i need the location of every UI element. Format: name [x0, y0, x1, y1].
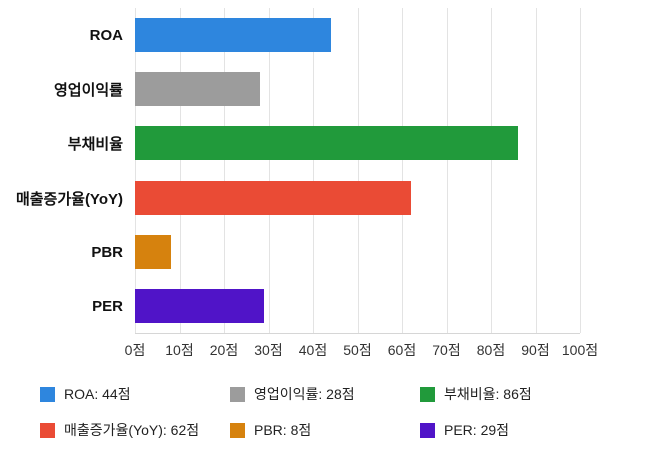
x-tick-label: 20점 [209, 342, 239, 358]
legend-swatch [420, 386, 435, 402]
gridline [224, 8, 225, 333]
x-tick-label: 10점 [165, 342, 194, 358]
bar-track-4 [135, 225, 580, 279]
bars-container [135, 8, 580, 333]
x-tick-label: 90점 [521, 342, 550, 358]
bar-4 [135, 234, 171, 269]
legend-swatch [40, 422, 55, 438]
bar-2 [135, 126, 518, 161]
bar-track-1 [135, 62, 580, 116]
x-tick-label: 30점 [254, 342, 283, 358]
legend-swatch [230, 422, 245, 438]
legend-label: 영업이익률: 28점 [254, 386, 355, 402]
legend-item-1: 영업이익률: 28점 [230, 384, 420, 404]
x-axis: 0점 10점 20점 30점 40점 50점 60점 70점 80점 90점 100점 [125, 340, 598, 362]
x-tick-label: 100점 [561, 342, 599, 358]
bar-0 [135, 18, 331, 53]
legend-item-4: PBR: 8점 [230, 420, 420, 440]
gridline [446, 8, 448, 333]
legend-item-0: ROA: 44점 [40, 384, 230, 404]
legend-swatch [230, 386, 245, 402]
gridline [491, 8, 492, 333]
bar-1 [135, 72, 260, 107]
bar-3 [135, 180, 411, 215]
legend-item-3: 매출증가율(YoY): 62점 [40, 420, 230, 440]
x-tick-label: 60점 [387, 342, 417, 358]
x-tick-label: 0점 [124, 342, 146, 358]
gridline [580, 8, 581, 333]
gridline [535, 8, 537, 333]
bar-track-2 [135, 116, 580, 170]
gridline [313, 8, 314, 333]
bar-track-5 [135, 279, 580, 333]
gridline [402, 8, 403, 333]
legend-item-2: 부채비율: 86점 [420, 384, 610, 404]
legend-swatch [420, 422, 435, 438]
category-label-2: 부채비율 [67, 136, 123, 154]
legend-label: 부채비율: 86점 [444, 386, 532, 402]
legend-label: PER: 29점 [444, 422, 510, 438]
bar-track-0 [135, 8, 580, 62]
category-label-5: PER [92, 298, 123, 316]
category-label-4: PBR [91, 243, 123, 261]
legend-item-5: PER: 29점 [420, 420, 610, 440]
category-label-0: ROA [89, 26, 123, 44]
gridline [135, 8, 136, 333]
legend-label: ROA: 44점 [64, 386, 131, 402]
x-tick-label: 50점 [343, 342, 372, 358]
category-label-1: 영업이익률 [53, 81, 123, 99]
gridline [268, 8, 270, 333]
bar-track-3 [135, 171, 580, 225]
x-tick-label: 80점 [476, 342, 506, 358]
category-label-3: 매출증가율(YoY) [15, 190, 123, 208]
gridline [357, 8, 359, 333]
legend-label: 매출증가율(YoY): 62점 [64, 422, 200, 438]
plot-area [135, 8, 581, 334]
x-tick-label: 70점 [432, 342, 461, 358]
gridline [179, 8, 181, 333]
x-tick-label: 40점 [298, 342, 328, 358]
legend-label: PBR: 8점 [254, 422, 312, 438]
bar-5 [135, 288, 265, 323]
legend-swatch [40, 386, 55, 402]
